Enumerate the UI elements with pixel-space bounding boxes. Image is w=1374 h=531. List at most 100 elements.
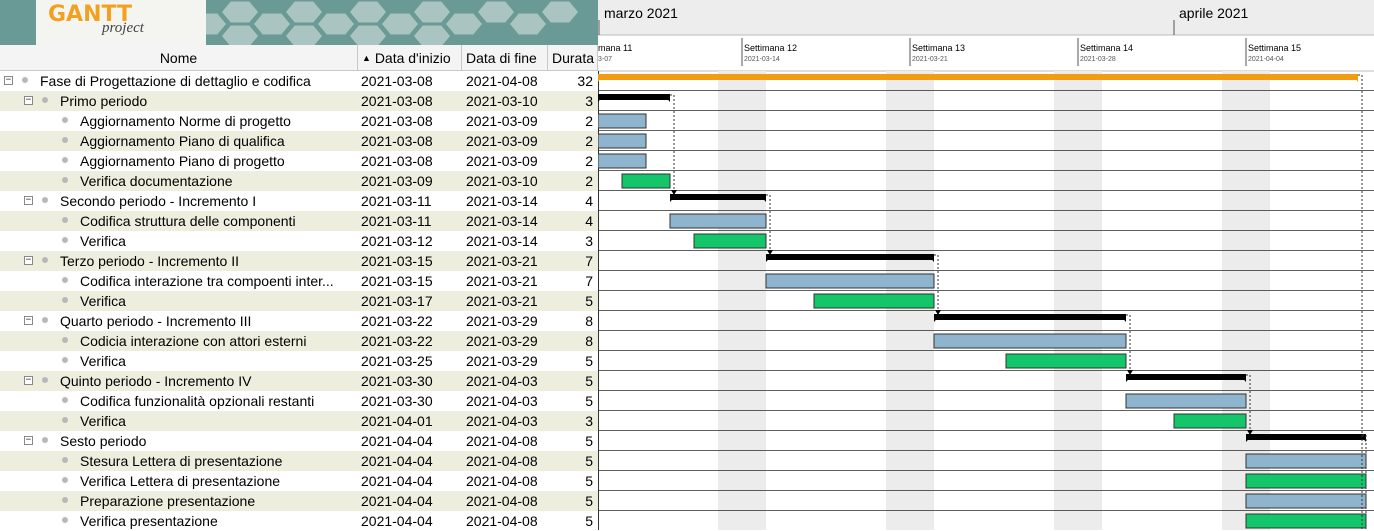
column-header-duration[interactable]: Durata	[548, 45, 598, 71]
task-duration: 2	[585, 133, 593, 149]
task-row[interactable]: Codifica funzionalità opzionali restanti…	[0, 391, 598, 411]
task-row[interactable]: − Terzo periodo - Incremento II 2021-03-15…	[0, 251, 598, 271]
task-bullet-icon	[42, 197, 48, 203]
task-row[interactable]: Aggiornamento Piano di progetto 2021-03-0…	[0, 151, 598, 171]
column-header-start[interactable]: ▲ Data d'inizio	[358, 45, 462, 71]
week-label-13: Settimana 13	[912, 43, 966, 53]
task-row[interactable]: − Quinto periodo - Incremento IV 2021-03-3…	[0, 371, 598, 391]
task-start-date: 2021-03-25	[361, 353, 433, 369]
task-name: Primo periodo	[60, 93, 148, 109]
week-label-14: Settimana 14	[1080, 43, 1134, 53]
column-header-name-label: Nome	[159, 50, 198, 66]
task-row[interactable]: Verifica 2021-03-12 2021-03-14 3	[0, 231, 598, 251]
task-row[interactable]: Aggiornamento Norme di progetto 2021-03-0…	[0, 111, 598, 131]
task-bullet-icon	[62, 237, 68, 243]
task-duration: 5	[585, 373, 593, 389]
weekend-column	[718, 71, 766, 530]
timeline-week-band	[598, 35, 1374, 71]
collapse-toggle-icon[interactable]: −	[24, 95, 33, 105]
task-name: Sesto periodo	[60, 433, 147, 449]
task-bar	[1245, 453, 1367, 469]
dependency-connector	[670, 94, 675, 191]
task-bar	[1173, 413, 1247, 429]
task-start-date: 2021-03-22	[361, 333, 433, 349]
week-date-12: 2021-03-14	[744, 56, 780, 63]
task-end-date: 2021-04-08	[466, 73, 538, 89]
task-name: Preparazione presentazione	[80, 493, 256, 509]
task-row[interactable]: Verifica 2021-04-01 2021-04-03 3	[0, 411, 598, 431]
task-end-date: 2021-03-14	[466, 233, 538, 249]
task-bullet-icon	[42, 97, 48, 103]
task-row[interactable]: Preparazione presentazione 2021-04-04 2021…	[0, 491, 598, 511]
task-duration: 4	[585, 213, 593, 229]
task-row[interactable]: − Secondo periodo - Incremento I 2021-03-1…	[0, 191, 598, 211]
dependency-arrow-icon	[1127, 370, 1133, 375]
task-bullet-icon	[62, 117, 68, 123]
task-row[interactable]: Verifica Lettera di presentazione 2021-04…	[0, 471, 598, 491]
week-date-11: 3-07	[598, 56, 613, 63]
dependency-connector	[1358, 74, 1363, 530]
task-end-date: 2021-03-09	[466, 133, 538, 149]
task-duration: 4	[585, 193, 593, 209]
task-end-date: 2021-03-21	[466, 273, 538, 289]
task-end-date: 2021-04-03	[466, 373, 538, 389]
task-duration: 7	[585, 273, 593, 289]
collapse-toggle-icon[interactable]: −	[4, 75, 13, 85]
collapse-toggle-icon[interactable]: −	[24, 375, 33, 385]
task-row[interactable]: Stesura Lettera di presentazione 2021-04-…	[0, 451, 598, 471]
task-row[interactable]: Codicia interazione con attori esterni 20…	[0, 331, 598, 351]
collapse-toggle-icon[interactable]: −	[24, 435, 33, 445]
task-row[interactable]: Verifica 2021-03-17 2021-03-21 5	[0, 291, 598, 311]
task-bullet-icon	[62, 337, 68, 343]
task-end-date: 2021-04-08	[466, 513, 538, 529]
week-label-12: Settimana 12	[744, 43, 798, 53]
task-row[interactable]: Verifica documentazione 2021-03-09 2021-03…	[0, 171, 598, 191]
task-duration: 8	[585, 333, 593, 349]
task-row[interactable]: Codifica struttura delle componenti 2021-…	[0, 211, 598, 231]
task-start-date: 2021-04-04	[361, 493, 433, 509]
task-row[interactable]: Aggiornamento Piano di qualifica 2021-03-…	[0, 131, 598, 151]
task-end-date: 2021-03-09	[466, 113, 538, 129]
summary-left-cap	[766, 254, 773, 262]
task-bullet-icon	[62, 217, 68, 223]
task-name: Terzo periodo - Incremento II	[60, 253, 239, 269]
task-name: Quarto periodo - Incremento III	[60, 313, 252, 329]
task-row[interactable]: Verifica presentazione 2021-04-04 2021-04-…	[0, 511, 598, 531]
gantt-canvas	[598, 0, 1374, 530]
task-row[interactable]: Codifica interazione tra compoenti inter…	[0, 271, 598, 291]
task-bullet-icon	[42, 437, 48, 443]
task-end-date: 2021-04-03	[466, 413, 538, 429]
task-bullet-icon	[62, 417, 68, 423]
summary-right-cap	[927, 254, 934, 262]
task-row[interactable]: − Sesto periodo 2021-04-04 2021-04-08 5	[0, 431, 598, 451]
task-row[interactable]: − Primo periodo 2021-03-08 2021-03-10 3	[0, 91, 598, 111]
summary-bar	[934, 314, 1126, 320]
task-end-date: 2021-04-08	[466, 433, 538, 449]
task-row[interactable]: − Fase di Progettazione di dettaglio e co…	[0, 71, 598, 91]
collapse-toggle-icon[interactable]: −	[24, 255, 33, 265]
task-row[interactable]: Verifica 2021-03-25 2021-03-29 5	[0, 351, 598, 371]
collapse-toggle-icon[interactable]: −	[24, 315, 33, 325]
weekend-column	[1054, 71, 1102, 530]
month-label-april: aprile 2021	[1179, 5, 1249, 21]
task-end-date: 2021-04-08	[466, 453, 538, 469]
task-duration: 5	[585, 433, 593, 449]
task-start-date: 2021-04-04	[361, 453, 433, 469]
task-duration: 5	[585, 453, 593, 469]
task-bar	[598, 133, 647, 149]
collapse-toggle-icon[interactable]: −	[24, 195, 33, 205]
week-date-13: 2021-03-21	[912, 56, 948, 63]
task-end-date: 2021-03-21	[466, 253, 538, 269]
task-start-date: 2021-03-15	[361, 253, 433, 269]
week-date-14: 2021-03-28	[1080, 56, 1116, 63]
column-header-end[interactable]: Data di fine	[462, 45, 548, 71]
gantt-chart[interactable]: marzo 2021 aprile 2021 mana 11 3-07 Sett…	[598, 0, 1374, 530]
task-name: Aggiornamento Norme di progetto	[80, 113, 291, 129]
task-bar	[669, 213, 767, 229]
summary-right-cap	[1352, 74, 1358, 82]
task-bar	[765, 273, 935, 289]
column-header-name[interactable]: Nome	[0, 45, 358, 71]
summary-right-cap	[663, 94, 670, 102]
logo-gantt-text: GANTT	[48, 2, 133, 27]
task-row[interactable]: − Quarto periodo - Incremento III 2021-03-…	[0, 311, 598, 331]
